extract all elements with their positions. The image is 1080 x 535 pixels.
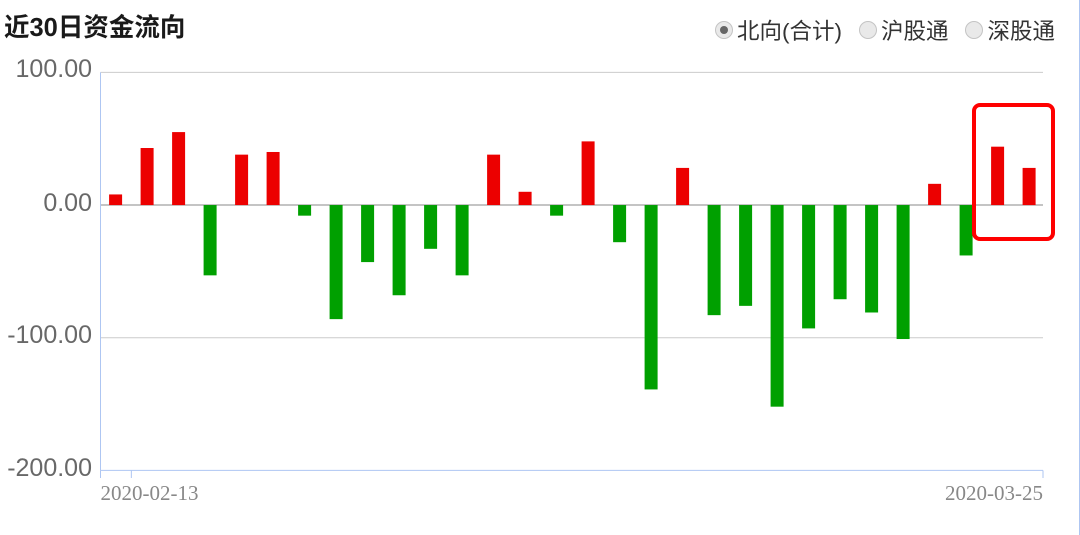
svg-text:100.00: 100.00 bbox=[16, 55, 92, 83]
svg-text:0.00: 0.00 bbox=[43, 189, 92, 217]
svg-text:2020-02-13: 2020-02-13 bbox=[101, 481, 199, 505]
svg-text:-200.00: -200.00 bbox=[7, 454, 92, 482]
svg-text:-100.00: -100.00 bbox=[7, 321, 92, 349]
svg-text:2020-03-25: 2020-03-25 bbox=[945, 481, 1043, 505]
